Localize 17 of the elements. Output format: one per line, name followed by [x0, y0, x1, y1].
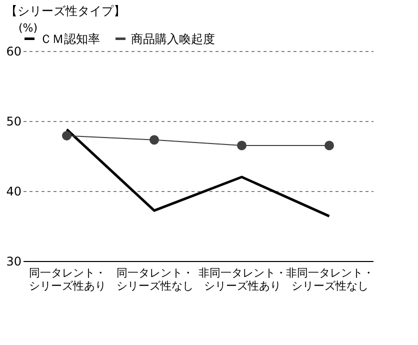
point — [237, 140, 246, 150]
chart-title: 【シリーズ性タイプ】 — [6, 4, 126, 18]
y-tick-label: 30 — [6, 254, 22, 268]
x-tick-label: 同一タレント・シリーズ性なし — [116, 266, 194, 292]
y-axis-title: (%) — [18, 22, 38, 34]
x-tick-label: 非同一タレント・シリーズ性あり — [198, 266, 286, 292]
legend-label: 商品購入喚起度 — [131, 32, 215, 46]
y-tick-label: 40 — [6, 184, 22, 198]
x-tick-label: 非同一タレント・シリーズ性なし — [286, 266, 374, 292]
point — [324, 140, 334, 150]
x-tick-label: 同一タレント・シリーズ性あり — [28, 266, 106, 292]
y-tick-label: 60 — [6, 44, 22, 58]
y-tick-label: 50 — [6, 114, 22, 128]
point — [150, 135, 159, 145]
legend-label: ＣＭ認知率 — [40, 32, 100, 46]
point — [62, 130, 72, 140]
line-series — [66, 128, 330, 218]
